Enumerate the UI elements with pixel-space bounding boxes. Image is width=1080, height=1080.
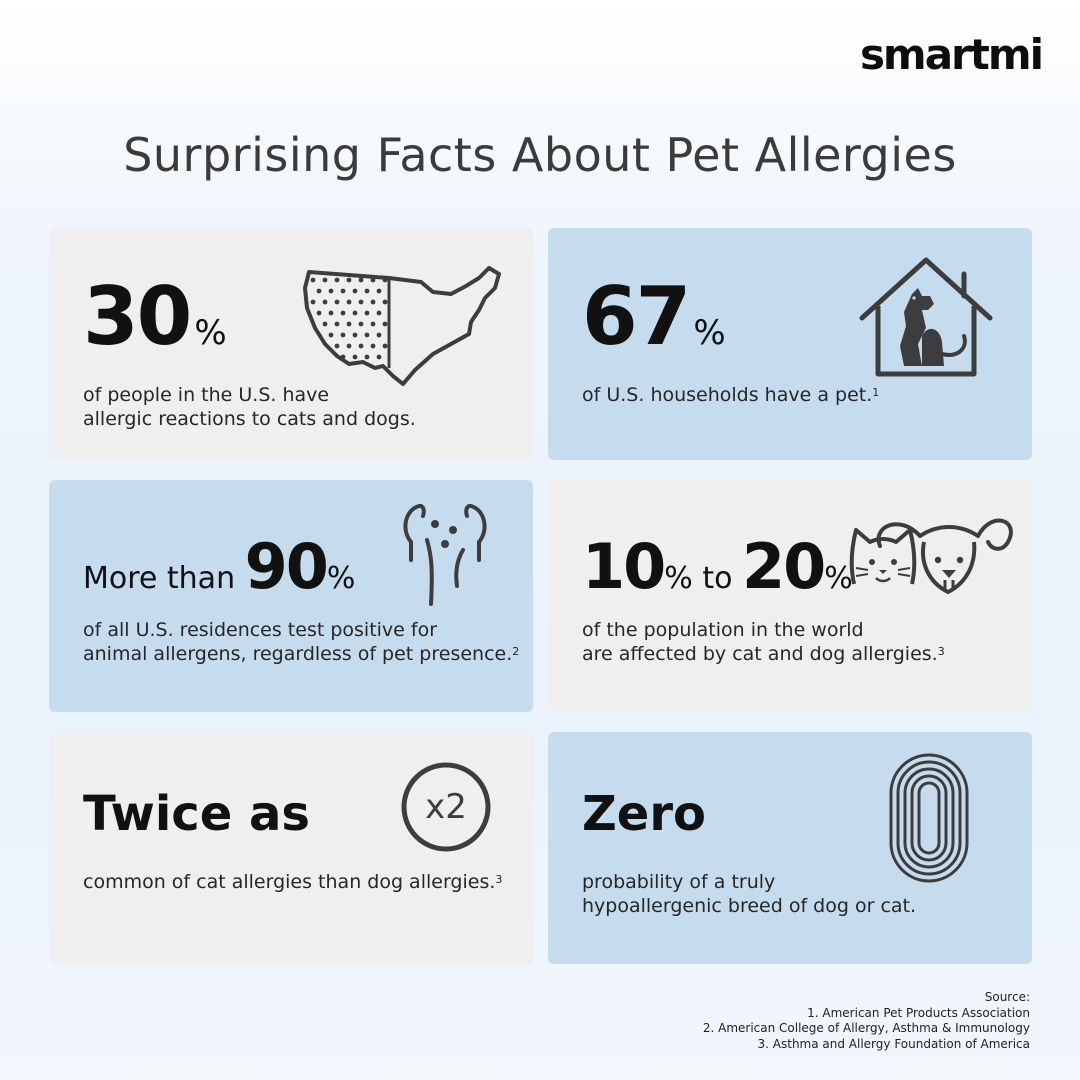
- sources-footnote: Source: 1. American Pet Products Associa…: [703, 990, 1030, 1052]
- description-line: of U.S. households have a pet.1: [582, 384, 880, 406]
- source-item: 1. American Pet Products Association: [807, 1005, 1030, 1020]
- fact-card-90-percent: More than 90% of all U.S. residences tes…: [49, 480, 533, 712]
- stat-connector: to: [692, 561, 742, 596]
- stat-prefix: More than: [83, 561, 245, 596]
- stat-description: of all U.S. residences test positive for…: [83, 618, 519, 666]
- stat-unit: %: [326, 561, 356, 596]
- description-line: animal allergens, regardless of pet pres…: [83, 643, 520, 665]
- stat-value-2: 20: [742, 530, 826, 603]
- stat-headline: 10% to 20%: [582, 530, 853, 603]
- stat-description: probability of a truly hypoallergenic br…: [582, 870, 916, 918]
- description-line: probability of a truly: [582, 871, 776, 893]
- stat-value: Twice as: [83, 786, 310, 842]
- stat-headline: More than 90%: [83, 530, 355, 603]
- description-line: allergic reactions to cats and dogs.: [83, 408, 416, 430]
- fact-card-30-percent: 30% of people in the U.S. have allergic …: [49, 228, 533, 460]
- sources-heading: Source:: [984, 990, 1030, 1004]
- footnote-ref: 1: [872, 386, 880, 399]
- fact-card-10-20-percent: 10% to 20% of the population in the worl…: [548, 480, 1032, 712]
- stat-headline: 30%: [83, 270, 227, 363]
- stat-description: common of cat allergies than dog allergi…: [83, 870, 502, 894]
- fact-card-twice-as: Twice as common of cat allergies than do…: [49, 732, 533, 964]
- footnote-ref: 2: [512, 645, 520, 658]
- stat-value: 67: [582, 270, 691, 363]
- allergen-particles-icon: [397, 502, 493, 606]
- source-item: 2. American College of Allergy, Asthma &…: [702, 1021, 1030, 1035]
- zero-rings-icon: [888, 752, 970, 884]
- x2-label: x2: [425, 787, 467, 827]
- footnote-ref: 3: [937, 645, 945, 658]
- stat-unit: %: [664, 561, 693, 596]
- stat-unit: %: [194, 313, 227, 353]
- description-line: hypoallergenic breed of dog or cat.: [582, 895, 917, 917]
- fact-card-67-percent: 67% of U.S. households have a pet.1: [548, 228, 1032, 460]
- cat-dog-faces-icon: [848, 506, 1014, 598]
- stat-description: of people in the U.S. have allergic reac…: [83, 383, 416, 431]
- stat-headline: Twice as: [83, 786, 310, 842]
- stat-headline: 67%: [582, 270, 726, 363]
- stat-unit-2: %: [824, 561, 853, 596]
- source-item: 3. Asthma and Allergy Foundation of Amer…: [757, 1036, 1030, 1051]
- description-line: common of cat allergies than dog allergi…: [83, 871, 503, 893]
- stat-description: of the population in the world are affec…: [582, 618, 945, 666]
- stat-headline: Zero: [582, 786, 706, 842]
- stat-unit: %: [693, 313, 726, 353]
- house-pets-icon: [856, 254, 996, 380]
- description-line: are affected by cat and dog allergies.3: [582, 643, 945, 665]
- stat-value: 90: [244, 530, 329, 603]
- fact-card-zero: Zero probability of a truly hypoallergen…: [548, 732, 1032, 964]
- footnote-ref: 3: [495, 873, 503, 886]
- stat-description: of U.S. households have a pet.1: [582, 383, 879, 407]
- description-line: of all U.S. residences test positive for: [83, 619, 438, 641]
- x2-icon: x2: [399, 760, 493, 854]
- page-title: Surprising Facts About Pet Allergies: [123, 128, 957, 182]
- stat-value: Zero: [582, 786, 707, 842]
- us-map-icon: [301, 264, 506, 388]
- description-line: of the population in the world: [582, 619, 864, 641]
- stat-value: 10: [582, 530, 666, 603]
- stat-value: 30: [83, 270, 192, 363]
- brand-logo: smartmi: [859, 30, 1044, 79]
- description-line: of people in the U.S. have: [83, 384, 330, 406]
